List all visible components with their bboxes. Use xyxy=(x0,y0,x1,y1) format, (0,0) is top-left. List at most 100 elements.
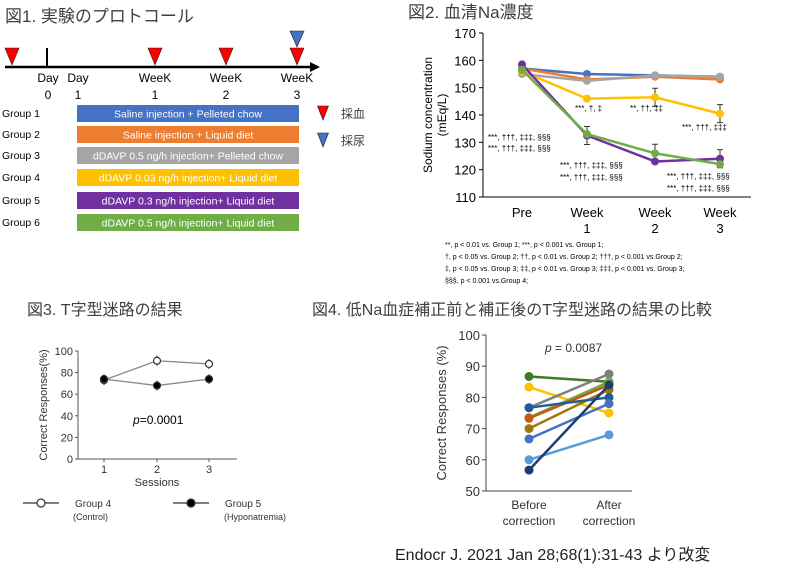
data-point xyxy=(651,157,659,166)
group-bar xyxy=(77,214,299,231)
data-point xyxy=(716,109,724,118)
legend-marker-icon xyxy=(36,498,46,508)
legend-sublabel: (Hyponatremia) xyxy=(224,512,286,522)
significance-annotation: ***, †††, ‡‡‡, §§§ xyxy=(560,173,623,182)
series-line xyxy=(521,72,721,83)
y-tick-label: 80 xyxy=(61,368,73,380)
timeline-label-number: 2 xyxy=(223,88,230,102)
x-axis-label: Sessions xyxy=(135,477,180,489)
significance-annotation: **, ††, ‡‡ xyxy=(630,104,663,113)
data-point xyxy=(604,408,614,418)
y-axis-label: Sodium concentration xyxy=(421,57,435,173)
subject-line xyxy=(528,402,610,441)
y-axis-label: Correct Responses (%) xyxy=(434,345,449,480)
group-bar-label: dDAVP 0.5 ng/h injection+ Pelleted chow xyxy=(93,151,284,163)
y-tick-label: 100 xyxy=(55,346,73,358)
y-tick-label: 60 xyxy=(466,453,480,468)
y-axis-label: Correct Responses(%) xyxy=(38,349,50,460)
data-point xyxy=(716,154,724,163)
p-symbol: p xyxy=(544,341,552,355)
data-point xyxy=(524,403,534,413)
group-label: Group 1 xyxy=(2,108,40,120)
group-bar-label: Saline injection + Pelleted chow xyxy=(114,109,262,121)
group-label: Group 3 xyxy=(2,150,40,162)
legend-label: Group 4 xyxy=(75,499,112,510)
timeline-label: Day xyxy=(37,71,58,85)
y-tick-label: 150 xyxy=(454,81,476,96)
footnote: †, p < 0.05 vs. Group 2; ††, p < 0.01 vs… xyxy=(445,254,683,261)
group-label: Group 5 xyxy=(2,195,40,207)
data-point xyxy=(604,380,614,390)
series-line xyxy=(521,69,721,166)
group-bar xyxy=(77,105,299,122)
blood-sample-triangle-icon xyxy=(289,47,305,66)
group-bar-label: dDAVP 0.5 ng/h injection+ Liquid diet xyxy=(102,218,275,230)
urine-sample-triangle-icon xyxy=(289,30,305,48)
data-point xyxy=(583,70,591,78)
x-tick-label: Week xyxy=(571,205,604,220)
data-point xyxy=(604,369,614,379)
legend-label: Group 5 xyxy=(225,499,262,510)
significance-annotation: ***, †††, ‡‡‡ xyxy=(682,123,727,132)
blood-sample-triangle-icon xyxy=(4,47,20,66)
x-tick-label: Week xyxy=(639,205,672,220)
data-point xyxy=(604,399,614,409)
subject-line xyxy=(528,388,610,430)
group-bar xyxy=(77,147,299,164)
timeline-label-number: 3 xyxy=(294,88,301,102)
p-symbol: p xyxy=(132,413,140,427)
timeline-label-number: 1 xyxy=(152,88,159,102)
y-tick-label: 120 xyxy=(454,163,476,178)
y-tick-label: 140 xyxy=(454,108,476,123)
x-tick-label: Before xyxy=(511,498,547,512)
data-point xyxy=(152,356,162,365)
legend-label: 採尿 xyxy=(341,134,365,148)
timeline-label: WeeK xyxy=(139,71,171,85)
data-point xyxy=(204,359,214,369)
group-bar-label: Saline injection + Liquid diet xyxy=(123,130,254,142)
x-tick-label: After xyxy=(596,498,621,512)
x-tick-label-number: 2 xyxy=(651,221,658,236)
blood-sample-triangle-icon xyxy=(218,47,234,66)
x-tick-label: Week xyxy=(704,205,737,220)
group-label: Group 2 xyxy=(2,129,40,141)
x-tick-label: Pre xyxy=(512,205,532,220)
p-value-annotation: p=0.0001 xyxy=(132,413,184,427)
fig1-title: 図1. 実験のプロトコール xyxy=(5,7,194,26)
fig4-title: 図4. 低Na血症補正前と補正後のT字型迷路の結果の比較 xyxy=(312,301,712,319)
data-point xyxy=(604,430,614,440)
x-tick-label-number: 3 xyxy=(716,221,723,236)
y-tick-label: 160 xyxy=(454,53,476,68)
x-tick-label-number: 1 xyxy=(583,221,590,236)
x-tick-label: 3 xyxy=(206,464,212,476)
x-tick-label: 2 xyxy=(154,464,160,476)
series-line xyxy=(521,70,721,115)
data-point xyxy=(518,65,526,74)
timeline-label-number: 1 xyxy=(75,88,82,102)
x-tick-label: 1 xyxy=(101,464,107,476)
footnote: §§§, p < 0.001 vs.Group 4; xyxy=(445,278,528,285)
significance-annotation: ***, †††, ‡‡‡, §§§ xyxy=(488,133,551,142)
data-point xyxy=(99,374,109,384)
data-point xyxy=(716,72,724,81)
group-bar-label: dDAVP 0.3 ng/h injection+ Liquid diet xyxy=(102,196,275,208)
y-tick-label: 90 xyxy=(466,359,480,374)
data-point xyxy=(583,94,591,103)
y-tick-label: 0 xyxy=(67,454,73,466)
data-point xyxy=(604,392,614,402)
legend-label: 採血 xyxy=(341,107,365,121)
timeline-label: WeeK xyxy=(210,71,242,85)
data-point xyxy=(524,382,534,392)
x-tick-label-line2: correction xyxy=(503,514,556,528)
data-point xyxy=(524,371,534,381)
group-bar-label: dDAVP 0.03 ng/h injection+ Liquid diet xyxy=(99,173,278,185)
p-value-annotation: p = 0.0087 xyxy=(544,341,602,355)
group-bar xyxy=(77,126,299,143)
legend-marker-icon xyxy=(186,498,196,508)
y-tick-label: 80 xyxy=(466,390,480,405)
blood-sample-triangle-icon xyxy=(147,47,163,66)
citation: Endocr J. 2021 Jan 28;68(1):31-43 より改変 xyxy=(395,546,710,564)
data-point xyxy=(204,374,214,384)
